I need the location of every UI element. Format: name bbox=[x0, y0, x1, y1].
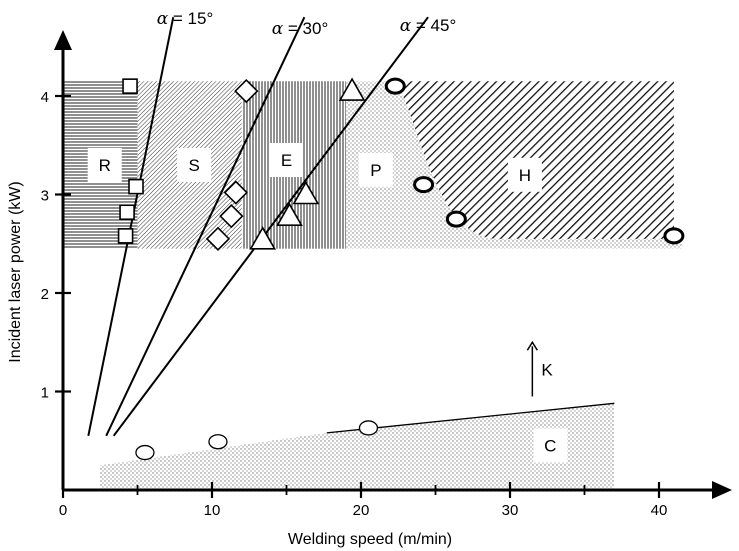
angle-line-1 bbox=[87, 17, 175, 437]
angle-label-greek: α bbox=[272, 19, 284, 39]
region-label-box bbox=[507, 157, 542, 192]
marker-circle-open-3 bbox=[358, 420, 379, 436]
marker-circle-open-2 bbox=[208, 434, 228, 450]
region-label-box bbox=[269, 143, 304, 178]
marker-triangle-2 bbox=[292, 180, 320, 205]
marker-triangle-4 bbox=[249, 226, 277, 250]
region-label-e: E bbox=[281, 151, 292, 170]
y-tick-label: 1 bbox=[41, 385, 49, 402]
x-tick-label: 30 bbox=[502, 502, 519, 519]
region-label-r: R bbox=[99, 156, 111, 175]
marker-diamond-1 bbox=[234, 78, 259, 104]
y-axis-title: Incident laser power (kW) bbox=[7, 181, 24, 362]
angle-label-value: = 15° bbox=[168, 9, 213, 28]
marker-circle-4 bbox=[663, 227, 685, 245]
markers-layer bbox=[117, 77, 685, 461]
marker-diamond-4 bbox=[205, 226, 231, 251]
region-label-box bbox=[177, 147, 212, 182]
y-tick-label: 3 bbox=[41, 188, 49, 205]
angle-label-1: α = 15° bbox=[157, 9, 214, 29]
region-label-c: C bbox=[544, 437, 556, 456]
k-arrow-head bbox=[526, 340, 538, 351]
region-label-s: S bbox=[188, 156, 199, 175]
angle-label-3: α = 45° bbox=[400, 16, 457, 36]
x-tick-label: 10 bbox=[204, 502, 221, 519]
regions-layer: R S E P H C bbox=[63, 81, 682, 490]
region-label-box bbox=[533, 428, 568, 463]
marker-square-4 bbox=[117, 228, 134, 244]
y-tick-label: 2 bbox=[41, 286, 49, 303]
marker-square-1 bbox=[122, 78, 138, 94]
marker-square-2 bbox=[128, 178, 144, 195]
angle-label-value: = 45° bbox=[411, 16, 456, 35]
angle-label-2: α = 30° bbox=[272, 19, 329, 39]
marker-square-3 bbox=[119, 204, 135, 221]
x-tick-label: 0 bbox=[59, 502, 67, 519]
region-label-h: H bbox=[519, 166, 531, 185]
angle-label-greek: α bbox=[400, 16, 412, 36]
region-c bbox=[100, 403, 615, 490]
marker-circle-1 bbox=[384, 77, 406, 95]
marker-triangle-1 bbox=[338, 77, 366, 101]
axes-layer: 0 10 20 30 40 1 2 3 4 Welding speed (m/min) Incide… bbox=[7, 30, 732, 548]
marker-diamond-2 bbox=[223, 180, 248, 205]
x-axis-title: Welding speed (m/min) bbox=[288, 531, 452, 548]
x-tick-label: 40 bbox=[651, 502, 668, 519]
k-label: K bbox=[541, 360, 553, 379]
x-tick-label: 20 bbox=[353, 502, 370, 519]
marker-triangle-3 bbox=[276, 202, 303, 226]
x-axis-arrow bbox=[712, 481, 732, 499]
region-p bbox=[346, 81, 682, 249]
region-label-box bbox=[358, 152, 393, 187]
y-axis-arrow bbox=[54, 30, 72, 50]
angle-line-2 bbox=[105, 16, 306, 437]
marker-circle-3 bbox=[445, 210, 467, 228]
marker-circle-2 bbox=[413, 176, 435, 194]
region-label-box bbox=[87, 147, 122, 182]
y-tick-label: 4 bbox=[41, 89, 49, 106]
angle-line-3 bbox=[112, 16, 429, 437]
marker-diamond-3 bbox=[219, 204, 244, 229]
marker-circle-open-1 bbox=[135, 444, 155, 461]
region-label-p: P bbox=[370, 161, 381, 180]
angle-label-greek: α bbox=[157, 9, 169, 29]
angle-label-value: = 30° bbox=[283, 19, 328, 38]
angle-lines-layer: α = 15°α = 30° α = 45°K bbox=[87, 9, 615, 437]
